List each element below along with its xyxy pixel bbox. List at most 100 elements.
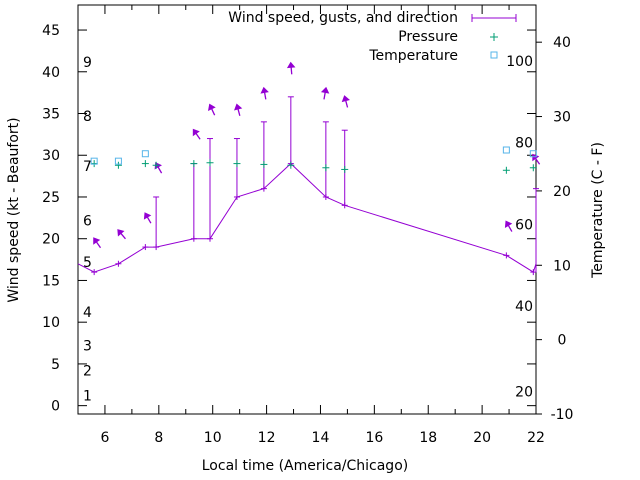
fahrenheit-label: 80: [515, 136, 533, 152]
pressure-point: [114, 161, 122, 169]
x-tick-label: 18: [419, 430, 437, 446]
wind-direction-arrow: [320, 86, 330, 100]
x-axis-title: Local time (America/Chicago): [202, 458, 408, 474]
beaufort-label: 1: [83, 389, 92, 405]
beaufort-scale: 1 2 3 4 5 6 7 8 9: [83, 55, 92, 405]
beaufort-label: 4: [83, 305, 92, 321]
pressure-point: [260, 160, 268, 168]
y2-axis-ticks: -10 0 10 20 30 40: [536, 35, 573, 423]
legend-pressure-label: Pressure: [398, 29, 458, 45]
gust-bars: [153, 96, 539, 273]
y2-tick-label: 0: [558, 333, 567, 349]
pressure-point: [502, 166, 510, 174]
legend-temperature-swatch: [490, 51, 498, 59]
y-tick-label: 10: [42, 315, 60, 331]
wind-speed-point: [322, 193, 329, 200]
wind-direction-arrow: [143, 212, 152, 224]
pressure-point: [190, 160, 198, 168]
y-tick-label: 5: [51, 357, 60, 373]
pressure-point: [529, 164, 537, 172]
pressure-point: [322, 164, 330, 172]
pressure-series: [90, 159, 537, 174]
x-axis-ticks: 6 8 10 12 14 16 18 20 22: [77, 5, 545, 446]
wind-speed-point: [207, 235, 214, 242]
y-tick-label: 30: [42, 148, 60, 164]
beaufort-label: 2: [83, 364, 92, 380]
y-axis-title: Wind speed (kt - Beaufort): [6, 117, 22, 302]
wind-speed-point: [142, 244, 149, 251]
x-tick-label: 14: [312, 430, 330, 446]
x-tick-label: 22: [527, 430, 545, 446]
wind-direction-arrow: [260, 86, 269, 100]
x-tick-label: 10: [204, 430, 222, 446]
x-tick-label: 12: [258, 430, 276, 446]
pressure-point: [341, 165, 349, 173]
x-tick-label: 6: [100, 430, 109, 446]
y2-tick-label: -10: [551, 407, 574, 423]
wind-speed-point: [260, 185, 267, 192]
temperature-point: [90, 157, 98, 165]
y2-axis-title: Temperature (C - F): [590, 142, 606, 279]
legend-pressure-swatch: [490, 33, 498, 41]
temperature-point: [114, 157, 122, 165]
wind-direction-arrow: [93, 237, 102, 249]
fahrenheit-scale: 20 40 60 80 100: [506, 54, 533, 401]
wind-speed-series: [77, 160, 537, 276]
beaufort-label: 6: [83, 213, 92, 229]
beaufort-label: 8: [83, 109, 92, 125]
pressure-point: [90, 160, 98, 168]
plot-frame: [77, 4, 537, 415]
wind-direction-arrow: [154, 162, 163, 174]
wind-direction-arrow: [117, 229, 126, 240]
y-tick-label: 25: [42, 190, 60, 206]
wind-speed-point: [190, 235, 197, 242]
x-tick-label: 16: [365, 430, 383, 446]
temperature-point: [141, 150, 149, 158]
wind-speed-point: [153, 244, 160, 251]
wind-direction-arrow: [504, 220, 513, 232]
wind-direction-arrow: [207, 103, 216, 116]
wind-direction-arrow: [341, 95, 350, 108]
pressure-point: [233, 160, 241, 168]
temperature-point: [529, 150, 537, 158]
wind-direction-arrow: [192, 128, 201, 140]
beaufort-label: 9: [83, 55, 92, 71]
beaufort-label: 5: [83, 255, 92, 271]
y-tick-label: 20: [42, 232, 60, 248]
wind-direction-arrow: [286, 61, 296, 75]
x-tick-label: 20: [473, 430, 491, 446]
y2-tick-label: 10: [553, 258, 571, 274]
y-tick-label: 15: [42, 273, 60, 289]
fahrenheit-label: 20: [515, 385, 533, 401]
legend-wind-label: Wind speed, gusts, and direction: [228, 10, 458, 26]
beaufort-label: 7: [83, 159, 92, 175]
wind-speed-point: [341, 202, 348, 209]
y-tick-label: 40: [42, 65, 60, 81]
wind-speed-point: [503, 252, 510, 259]
temperature-point: [502, 146, 510, 154]
pressure-point: [152, 161, 160, 169]
pressure-point: [141, 160, 149, 168]
fahrenheit-label: 40: [515, 299, 533, 315]
beaufort-label: 3: [83, 339, 92, 355]
legend-temperature-label: Temperature: [368, 48, 458, 64]
y-tick-label: 45: [42, 23, 60, 39]
y-tick-label: 35: [42, 107, 60, 123]
wind-direction-arrows: [93, 61, 541, 249]
fahrenheit-label: 100: [506, 54, 533, 70]
temperature-series: [90, 146, 537, 165]
x-tick-label: 8: [154, 430, 163, 446]
y2-tick-label: 20: [553, 184, 571, 200]
y-tick-label: 0: [51, 399, 60, 415]
wind-direction-arrow: [234, 103, 243, 116]
wind-speed-point: [530, 269, 537, 276]
wind-speed-point: [233, 193, 240, 200]
y2-tick-label: 30: [553, 110, 571, 126]
wind-speed-point: [115, 260, 122, 267]
pressure-point: [206, 159, 214, 167]
pressure-point: [287, 161, 295, 169]
y2-tick-label: 40: [553, 35, 571, 51]
legend: Wind speed, gusts, and direction Pressur…: [228, 10, 517, 64]
